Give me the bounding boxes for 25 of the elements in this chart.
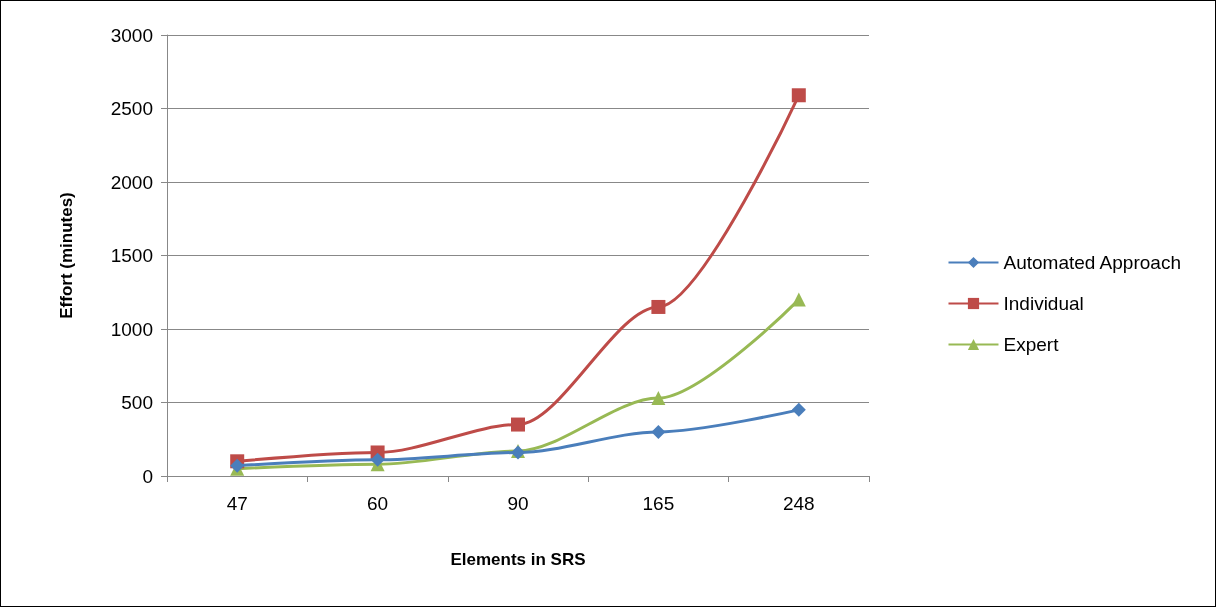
x-axis-title: Elements in SRS (450, 550, 586, 569)
x-tick-label: 248 (782, 493, 815, 514)
point (651, 424, 666, 439)
y-axis-title: Effort (minutes) (57, 192, 76, 319)
x-tick-label: 90 (507, 493, 529, 514)
x-tick-label: 165 (642, 493, 675, 514)
y-tick-label: 1500 (110, 245, 153, 266)
point (651, 391, 666, 406)
point (370, 452, 385, 467)
x-tick-label: 47 (226, 493, 248, 514)
point (651, 299, 666, 314)
y-tick-label: 500 (121, 392, 153, 413)
y-tick-label: 1000 (110, 318, 153, 340)
point (791, 292, 806, 307)
point (791, 402, 806, 417)
x-tick-label: 60 (367, 493, 389, 514)
point (511, 417, 525, 432)
legend-label: Expert (1003, 334, 1060, 355)
y-tick-label: 2500 (110, 98, 153, 119)
y-tick-label: 2000 (110, 171, 153, 193)
point (791, 88, 806, 103)
legend-label: Automated Approach (1003, 252, 1181, 273)
y-tick-label: 3000 (110, 24, 153, 46)
y-tick-label: 0 (142, 465, 153, 487)
legend-label: Individual (1003, 293, 1084, 314)
